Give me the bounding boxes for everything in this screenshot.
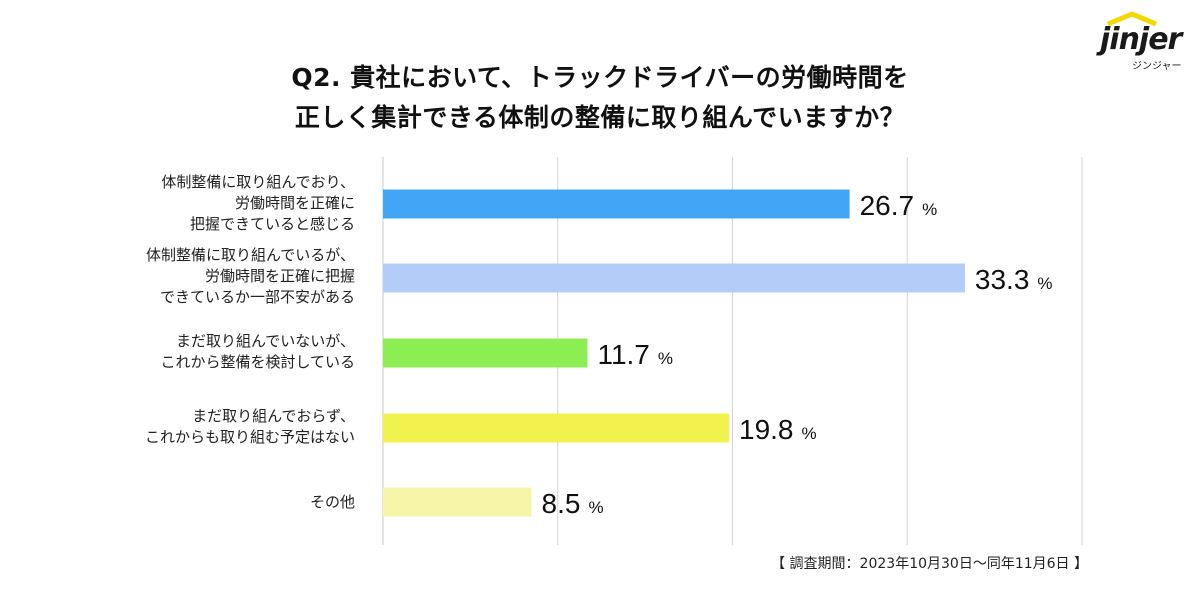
chart-title: Q2. 貴社において、トラックドライバーの労働時間を 正しく集計できる体制の整備… — [0, 58, 1200, 138]
title-line-1: Q2. 貴社において、トラックドライバーの労働時間を — [291, 63, 909, 92]
value-label-2: 33.3% — [975, 264, 1053, 295]
value-label-3: 11.7% — [597, 339, 673, 370]
bar-5 — [383, 487, 532, 517]
jinjer-logo: jinjer ジンジャー — [1098, 8, 1190, 72]
bar-3 — [383, 338, 588, 368]
bar-2 — [383, 263, 965, 293]
category-label-5: その他 — [309, 492, 355, 511]
category-label-2: 体制整備に取り組んでいるが、 労働時間を正確に把握 できているか一部不安がある — [146, 245, 355, 306]
title-line-2: 正しく集計できる体制の整備に取り組んでいますか？ — [294, 103, 906, 132]
value-label-4: 19.8% — [739, 414, 817, 445]
category-label-3: まだ取り組んでいないが、 これから整備を検討している — [160, 332, 355, 371]
house-roof-icon — [1107, 11, 1157, 27]
bar-1 — [383, 189, 850, 219]
bar-4 — [383, 413, 730, 443]
survey-period-note: 【 調査期間：2023年10月30日～同年11月6日 】 — [771, 556, 1088, 572]
category-label-4: まだ取り組んでおらず、 これからも取り組む予定はない — [144, 407, 355, 446]
value-label-1: 26.7% — [860, 190, 938, 221]
logo-subtext: ジンジャー — [1132, 61, 1182, 72]
value-label-5: 8.5% — [542, 488, 604, 519]
category-label-1: 体制整備に取り組んでおり、 労働時間を正確に 把握できていると感じる — [161, 172, 355, 233]
logo-word: jinjer — [1100, 22, 1182, 57]
